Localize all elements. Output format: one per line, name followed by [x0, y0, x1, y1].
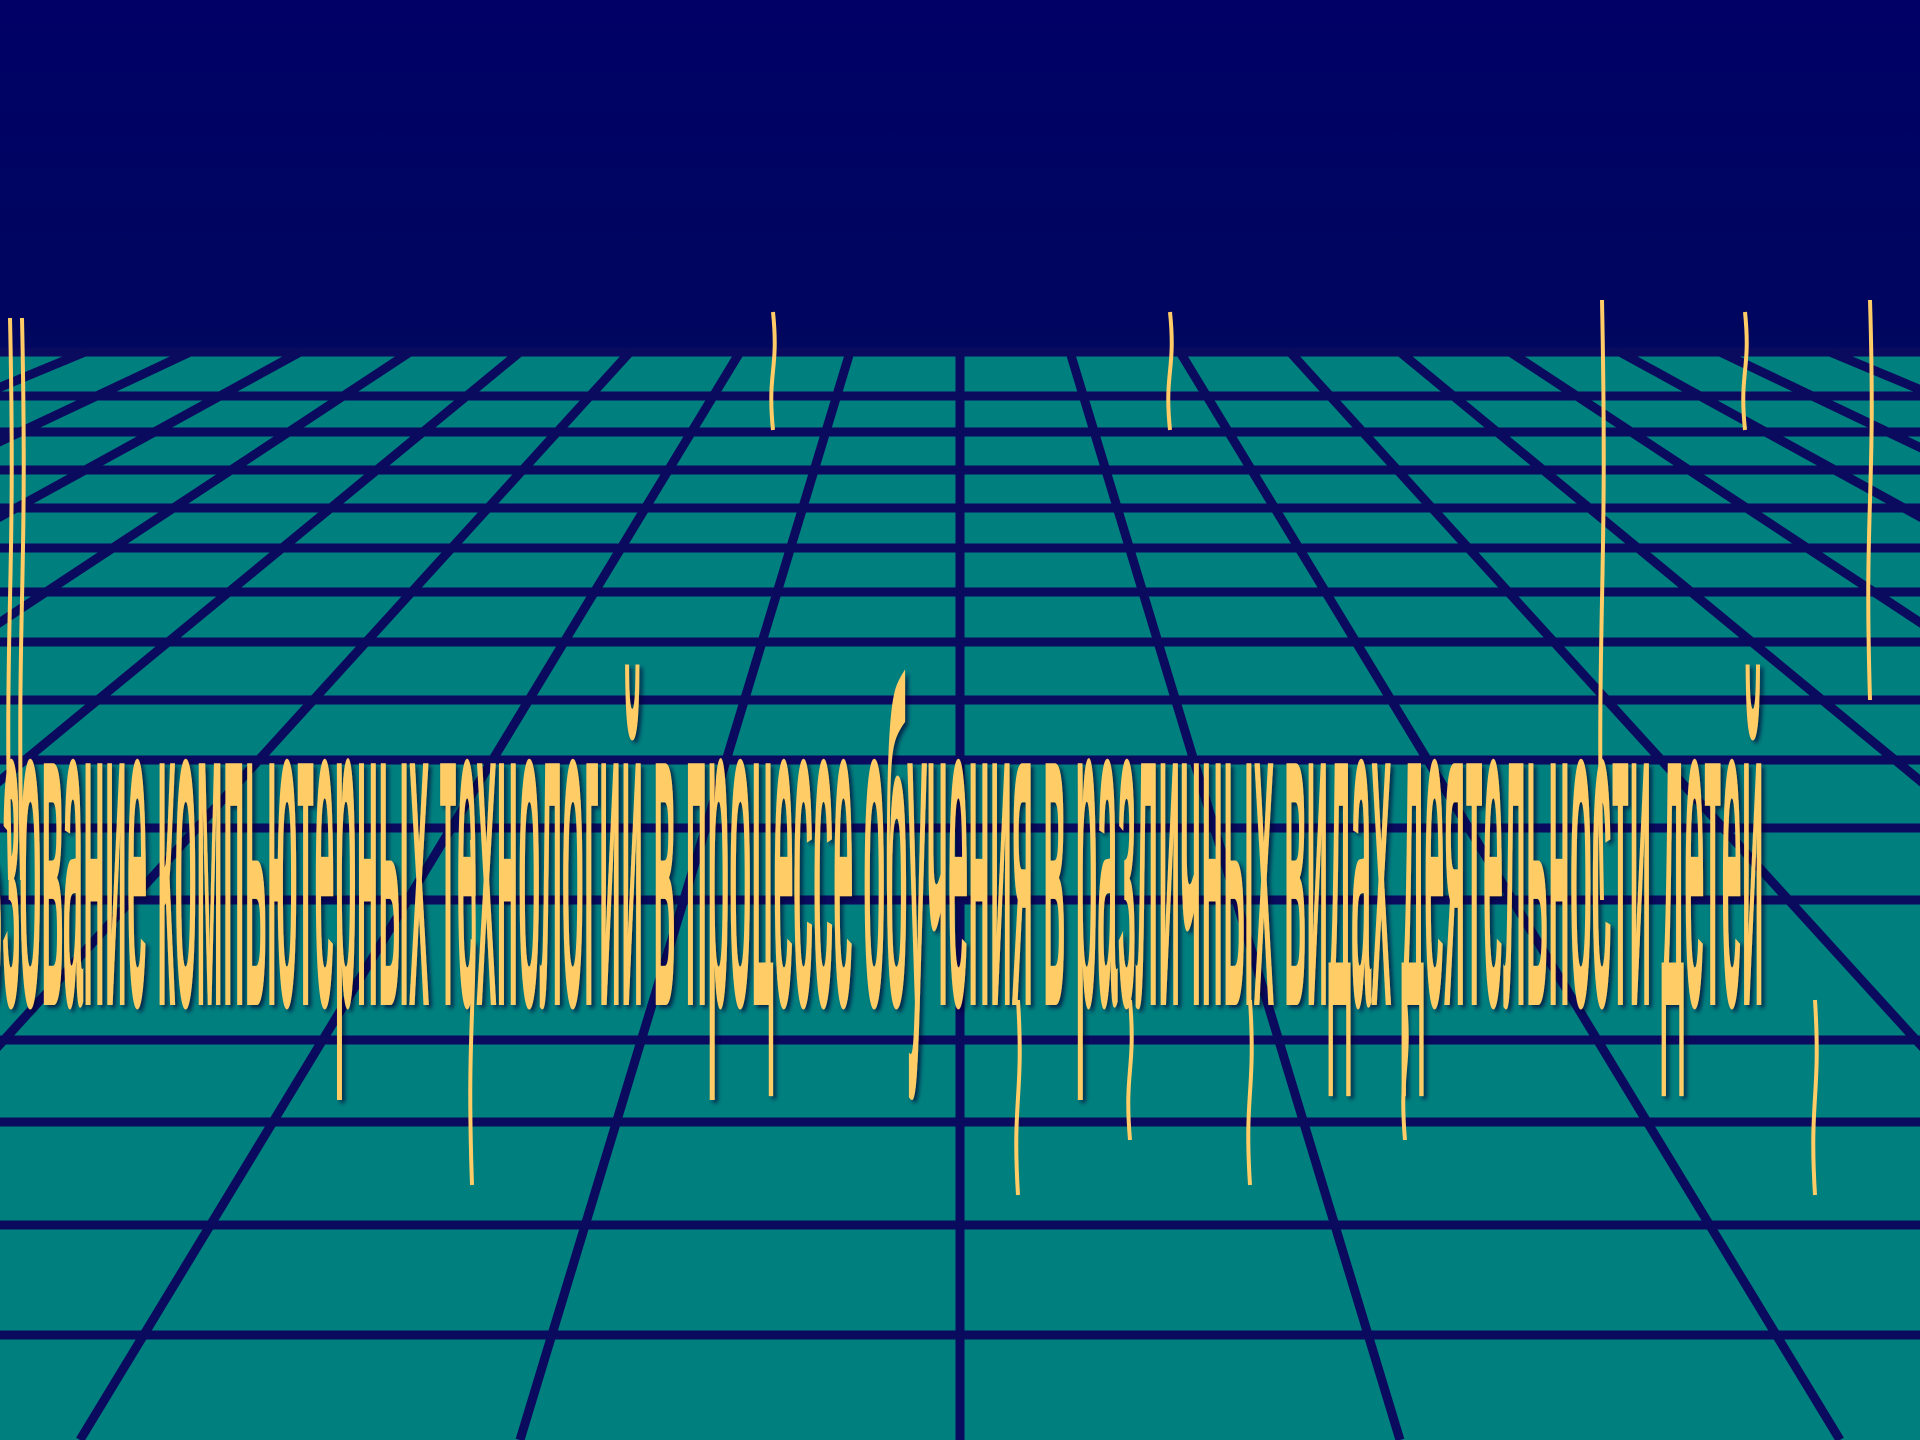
grid-radial-line	[0, 348, 413, 628]
wordart-wave-stroke	[1166, 311, 1174, 431]
grid-radial-lines	[0, 347, 1920, 1440]
wordart-wave-stroke	[18, 317, 26, 881]
grid-radial-line	[0, 348, 523, 787]
wordart-wave-stroke	[1598, 299, 1606, 901]
grid-radial-line	[1507, 348, 1920, 628]
grid-radial-line	[1286, 348, 1920, 1052]
wordart-wave-stroke	[769, 311, 777, 431]
wordart-wave-stroke	[6, 317, 14, 881]
grid-radial-line	[1397, 348, 1920, 787]
wordart-wave-stroke	[1811, 999, 1819, 1196]
slide-title-text: Использование компьютерных технологий в …	[0, 592, 1764, 1105]
wordart-wave-stroke	[468, 839, 476, 1186]
wordart-wave-stroke	[1126, 999, 1134, 1141]
grid-radial-line	[1176, 349, 1844, 1440]
grid-radial-line	[1065, 350, 1405, 1440]
grid-radial-line	[76, 349, 744, 1440]
wordart-wave-stroke	[1401, 999, 1409, 1141]
grid-radial-line	[515, 350, 855, 1440]
wordart-wave-stroke	[1246, 999, 1254, 1186]
wordart-wave-stroke	[1014, 999, 1022, 1196]
grid-radial-line	[0, 348, 634, 1052]
wordart-wave-stroke	[1866, 299, 1874, 701]
sky-background	[0, 0, 1920, 352]
wordart-wave-stroke	[1741, 311, 1749, 431]
wordart-wave-strokes	[6, 299, 1874, 1196]
